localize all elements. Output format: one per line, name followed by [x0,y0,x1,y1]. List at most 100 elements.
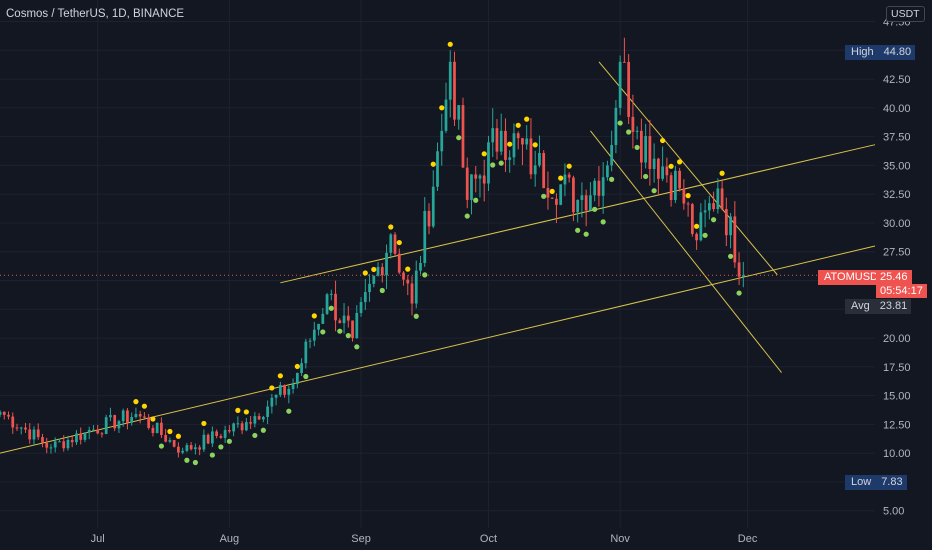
candles [0,37,745,458]
candle-body [550,197,554,199]
candle-body [155,422,159,434]
candle-body [669,175,673,200]
candle-body [707,203,711,211]
candle-body [733,216,737,263]
candle-body [223,430,227,438]
candle-body [589,195,592,211]
candle-body [100,433,104,435]
signal-dot [583,231,589,237]
signal-dot [677,159,683,165]
candle-body [419,262,422,271]
candle-body [317,323,320,330]
candle-body [45,442,49,448]
signal-dot [413,313,419,319]
candle-body [716,188,720,210]
candle-body [121,410,125,422]
signal-dot [651,188,657,194]
candle-body [355,312,359,339]
candle-body [143,416,146,418]
candle-body [699,212,703,241]
y-tick-label: 15.00 [883,391,911,403]
signal-dot [201,420,207,427]
candle-body [92,429,95,431]
x-tick-label: Sep [351,533,371,545]
candle-body [542,153,546,189]
candle-body [376,267,380,276]
candle-body [96,429,100,434]
signal-dot [294,363,300,370]
candle-body [266,406,269,417]
candle-body [631,116,635,132]
candle-body [563,174,567,185]
signal-dot [192,459,198,466]
candle-body [546,188,550,198]
candle-body [397,253,401,273]
candle-body [0,411,2,415]
currency-button[interactable]: USDT [886,6,925,22]
signal-dot [456,135,462,141]
candle-body [372,275,376,284]
signal-dot [337,328,343,334]
candle-body [283,384,286,395]
signal-dot [609,176,615,182]
candle-body [351,320,354,339]
signal-dot [379,287,385,294]
candle-body [402,272,405,280]
candle-body [724,209,728,236]
candle-body [189,445,193,450]
signal-dot [507,141,513,147]
candle-body [202,434,206,450]
signal-dot [575,227,581,233]
signal-dot [243,409,249,415]
candle-body [380,267,384,276]
signal-dot [158,443,165,449]
candle-body [227,430,231,432]
candle-body [495,128,499,152]
candle-body [427,210,431,227]
candle-body [270,397,274,407]
candle-body [36,429,40,438]
candle-body [368,283,371,293]
candle-body [304,341,308,364]
candle-body [640,130,643,163]
candle-body [70,439,74,443]
candle-body [58,441,61,443]
candle-body [393,234,397,254]
candle-body [28,429,32,440]
signal-dot [549,188,555,195]
candle-body [7,414,10,417]
signal-dot [311,313,317,319]
candle-body [62,441,66,449]
candle-body [389,234,393,253]
candle-body [673,170,677,200]
candle-body [457,105,461,120]
signal-dot [498,160,504,166]
candle-body [325,294,329,314]
signal-dot [150,416,156,422]
avg-label: Avg [845,299,876,314]
signal-dot [422,272,428,278]
signal-dot [175,433,181,439]
candle-body [160,422,163,436]
signal-dot [719,170,725,176]
signal-dot [685,193,691,199]
candle-body [147,417,151,428]
candle-body [465,167,469,200]
candle-body [661,166,664,179]
signal-dot [727,253,734,259]
candle-body [572,177,575,213]
signal-dot [184,457,190,463]
signal-dot [668,163,674,169]
candle-body [499,130,503,152]
candle-body [312,329,316,341]
candle-body [695,233,698,241]
candle-body [338,320,342,324]
candle-body [478,175,482,179]
y-tick-label: 40.00 [883,103,911,115]
signal-dot [634,144,640,151]
signal-dot [328,305,334,311]
candle-body [53,441,57,448]
signal-dot [218,444,224,450]
candle-body [168,440,172,442]
